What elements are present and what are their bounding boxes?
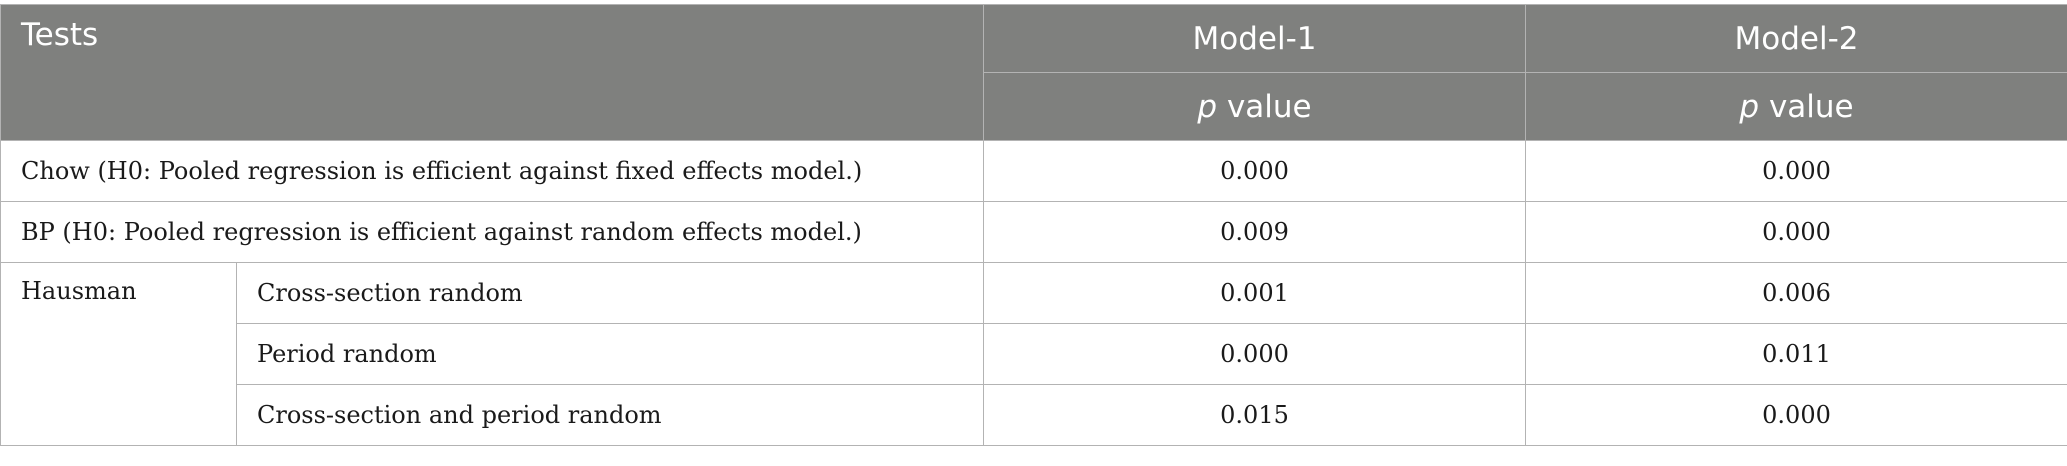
- model-1-header: Model-1: [983, 4, 1527, 73]
- table-row: BP (H0: Pooled regression is efficient a…: [0, 201, 2067, 263]
- table-row: Cross-section and period random 0.015 0.…: [1, 384, 2067, 446]
- model-2-pvalue-header: p value: [1525, 72, 2067, 141]
- hausman-sub-label: Period random: [235, 323, 985, 385]
- chow-model-1-value: 0.000: [983, 140, 1527, 202]
- table-row: Hausman Cross-section random 0.001 0.006: [0, 262, 2067, 446]
- hausman-model-1-value: 0.015: [983, 384, 1527, 446]
- hausman-model-1-value: 0.001: [983, 262, 1527, 324]
- table-row: Period random 0.000 0.011: [1, 323, 2067, 385]
- bp-label: BP (H0: Pooled regression is efficient a…: [0, 201, 985, 263]
- header-row-2: p value p value: [1, 72, 2067, 141]
- model-2-header: Model-2: [1525, 4, 2067, 73]
- bp-model-2-value: 0.000: [1525, 201, 2067, 263]
- hausman-sub-label: Cross-section and period random: [235, 384, 985, 446]
- hausman-model-2-value: 0.000: [1525, 384, 2067, 446]
- table-row: Chow (H0: Pooled regression is efficient…: [0, 140, 2067, 202]
- tests-header: Tests: [0, 4, 985, 141]
- tests-table: Tests Model-1 Model-2 p value p value Ch…: [0, 4, 2067, 446]
- hausman-label: Hausman: [0, 262, 237, 446]
- hausman-model-1-value: 0.000: [983, 323, 1527, 385]
- hausman-model-2-value: 0.006: [1525, 262, 2067, 324]
- bp-model-1-value: 0.009: [983, 201, 1527, 263]
- chow-label: Chow (H0: Pooled regression is efficient…: [0, 140, 985, 202]
- chow-model-2-value: 0.000: [1525, 140, 2067, 202]
- hausman-sub-label: Cross-section random: [235, 262, 985, 324]
- model-1-pvalue-header: p value: [983, 72, 1527, 141]
- hausman-model-2-value: 0.011: [1525, 323, 2067, 385]
- header-row-1: Tests Model-1 Model-2: [0, 4, 2067, 141]
